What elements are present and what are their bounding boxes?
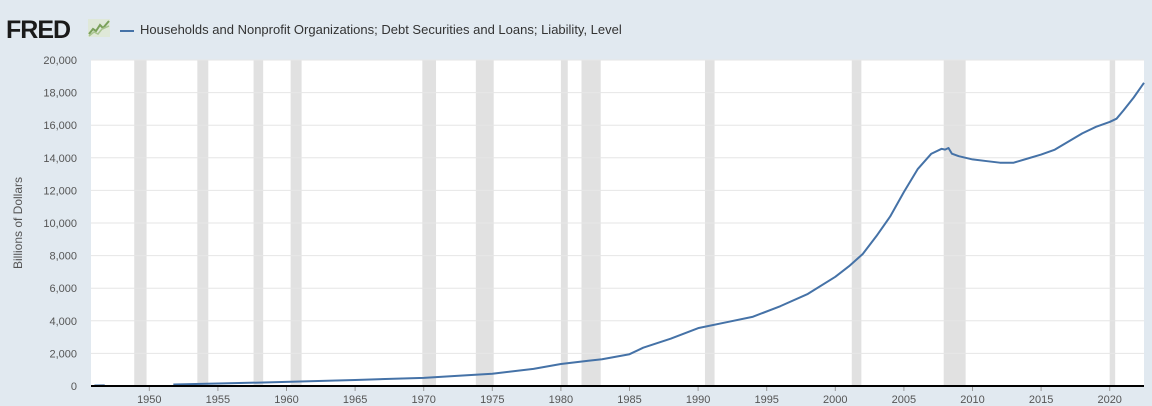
x-tick-label: 1990: [686, 394, 710, 406]
y-tick-label: 8,000: [49, 251, 77, 263]
x-tick-label: 1975: [480, 394, 504, 406]
x-tick-label: 1985: [617, 394, 641, 406]
y-axis-label: Billions of Dollars: [11, 177, 25, 269]
x-tick-label: 2020: [1097, 394, 1121, 406]
y-tick-label: 16,000: [43, 120, 77, 132]
x-tick-label: 2005: [892, 394, 916, 406]
y-tick-label: 6,000: [49, 283, 77, 295]
fred-logo: FRED: [6, 16, 71, 44]
y-tick-label: 4,000: [49, 316, 77, 328]
legend-series-swatch: [120, 30, 134, 32]
x-tick-label: 1980: [549, 394, 573, 406]
y-tick-label: 12,000: [43, 185, 77, 197]
x-tick-label: 1950: [137, 394, 161, 406]
series-line: [173, 82, 1145, 386]
y-tick-label: 0: [71, 381, 77, 393]
x-tick-label: 2015: [1029, 394, 1053, 406]
x-tick-label: 1995: [754, 394, 778, 406]
x-tick-label: 2000: [823, 394, 847, 406]
chart-header: FRED Households and Nonprofit Organizati…: [0, 0, 1152, 52]
y-tick-label: 20,000: [43, 55, 77, 67]
x-tick-label: 1970: [411, 394, 435, 406]
y-tick-label: 2,000: [49, 348, 77, 360]
y-tick-label: 18,000: [43, 88, 77, 100]
y-tick-label: 14,000: [43, 153, 77, 165]
x-tick-label: 1955: [206, 394, 230, 406]
legend-series-label: Households and Nonprofit Organizations; …: [140, 22, 622, 37]
line-chart-icon: [88, 19, 110, 37]
x-tick-label: 1960: [274, 394, 298, 406]
y-tick-label: 10,000: [43, 218, 77, 230]
x-tick-label: 2010: [960, 394, 984, 406]
x-tick-label: 1965: [343, 394, 367, 406]
